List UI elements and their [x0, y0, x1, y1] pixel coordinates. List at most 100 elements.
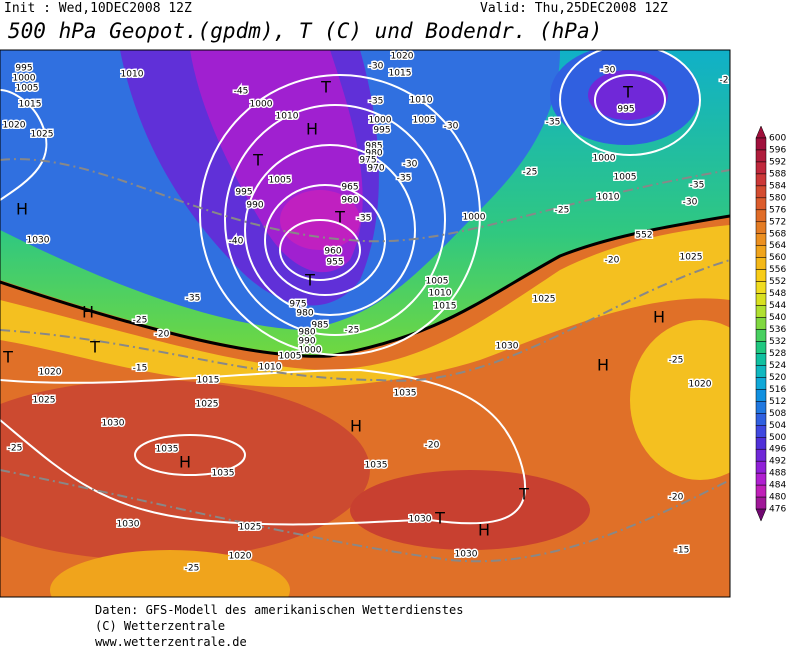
- contour-label: 985: [365, 142, 382, 152]
- contour-label: 990: [298, 337, 315, 347]
- contour-label: -25: [345, 326, 360, 336]
- contour-label: 970: [367, 164, 384, 174]
- colorbar-swatch: [755, 281, 767, 294]
- colorbar-swatch: [755, 137, 767, 151]
- contour-label: 1010: [410, 96, 433, 106]
- colorbar-swatch: [755, 389, 767, 402]
- colorbar-swatch: [755, 293, 767, 306]
- contour-label: -35: [357, 214, 372, 224]
- colorbar-label: 476: [769, 505, 786, 515]
- pressure-center: T: [2, 348, 13, 367]
- colorbar-label: 524: [769, 361, 786, 371]
- contour-label: 975: [289, 300, 306, 310]
- contour-label: 960: [341, 196, 358, 206]
- contour-label: -25: [185, 564, 200, 574]
- init-time: Init : Wed,10DEC2008 12Z: [4, 1, 192, 16]
- colorbar-label: 532: [769, 337, 786, 347]
- colorbar-label: 516: [769, 385, 786, 395]
- contour-label: 1010: [121, 70, 144, 80]
- colorbar-arrow: [755, 508, 767, 522]
- colorbar-label: 528: [769, 349, 786, 359]
- contour-label: 1005: [614, 173, 637, 183]
- contour-label: 1025: [196, 400, 219, 410]
- contour-label: 1020: [391, 52, 414, 62]
- colorbar-swatch: [755, 149, 767, 163]
- footer-line: www.wetterzentrale.de: [95, 635, 247, 648]
- contour-label: 1000: [463, 213, 486, 223]
- contour-label: 1015: [389, 69, 412, 79]
- colorbar-swatch: [755, 425, 767, 438]
- pressure-center: T: [518, 485, 529, 504]
- contour-label: -15: [133, 364, 148, 374]
- contour-label: 1020: [689, 380, 712, 390]
- contour-label: 1000: [299, 346, 322, 356]
- contour-label: -30: [601, 66, 616, 76]
- contour-label: 985: [311, 321, 328, 331]
- contour-label: -25: [133, 316, 148, 326]
- map-background: [0, 50, 730, 597]
- colorbar-swatch: [755, 413, 767, 426]
- contour-label: 995: [617, 105, 634, 115]
- pressure-center: T: [89, 338, 100, 357]
- contour-label: 1000: [250, 100, 273, 110]
- contour-label: -20: [425, 441, 440, 451]
- contour-label: 1030: [102, 419, 125, 429]
- contour-label: -25: [555, 206, 570, 216]
- contour-label: 1015: [19, 100, 42, 110]
- contour-label: 1000: [593, 154, 616, 164]
- contour-label: 1025: [680, 253, 703, 263]
- colorbar-swatch: [755, 317, 767, 330]
- colorbar-label: 496: [769, 445, 786, 455]
- contour-label: 1010: [276, 112, 299, 122]
- contour-label: -25: [669, 356, 684, 366]
- colorbar-swatch: [755, 460, 767, 474]
- contour-label: -35: [186, 294, 201, 304]
- colorbar-swatch: [755, 209, 767, 223]
- contour-label: 1005: [16, 84, 39, 94]
- colorbar-label: 500: [769, 433, 786, 443]
- colorbar-label: 492: [769, 457, 786, 467]
- contour-label: -35: [369, 97, 384, 107]
- contour-label: 995: [373, 126, 390, 136]
- contour-label: -35: [690, 181, 705, 191]
- contour-label: -30: [369, 62, 384, 72]
- contour-label: 980: [298, 328, 315, 338]
- colorbar-swatch: [755, 257, 767, 270]
- contour-label: 990: [246, 201, 263, 211]
- contour-label: 1025: [239, 523, 262, 533]
- contour-label: 1000: [13, 74, 36, 84]
- pressure-center: T: [304, 271, 315, 290]
- contour-label: -2: [720, 76, 729, 86]
- map-frame: [0, 49, 731, 598]
- contour-label: -20: [155, 330, 170, 340]
- contour-label: 1010: [597, 193, 620, 203]
- colorbar-swatch: [755, 221, 767, 235]
- colorbar-swatch: [755, 197, 767, 211]
- contour-label: 1005: [413, 116, 436, 126]
- colorbar-label: 512: [769, 397, 786, 407]
- contour-label: -30: [403, 160, 418, 170]
- colorbar-swatch: [755, 173, 767, 187]
- contour-label: 1005: [269, 176, 292, 186]
- contour-label: -35: [397, 174, 412, 184]
- contour-label: 975: [359, 156, 376, 166]
- colorbar-swatch: [755, 305, 767, 318]
- pressure-center: H: [350, 417, 362, 436]
- contour-label: -20: [669, 493, 684, 503]
- colorbar-swatch: [755, 496, 767, 510]
- colorbar-swatch: [755, 161, 767, 175]
- colorbar-label: 544: [769, 301, 786, 311]
- contour-label: 1020: [3, 121, 26, 131]
- map-labels: 99510001005101510201025H103010101000-451…: [1, 50, 730, 575]
- colorbar-label: 564: [769, 241, 786, 251]
- colorbar-label: 488: [769, 469, 786, 479]
- colorbar-swatch: [755, 353, 767, 366]
- contour-label: 980: [365, 149, 382, 159]
- colorbar-label: 576: [769, 205, 786, 215]
- contour-label: 1030: [496, 342, 519, 352]
- contour-label: 1020: [229, 552, 252, 562]
- contour-label: 955: [326, 258, 343, 268]
- contour-label: 1010: [259, 363, 282, 373]
